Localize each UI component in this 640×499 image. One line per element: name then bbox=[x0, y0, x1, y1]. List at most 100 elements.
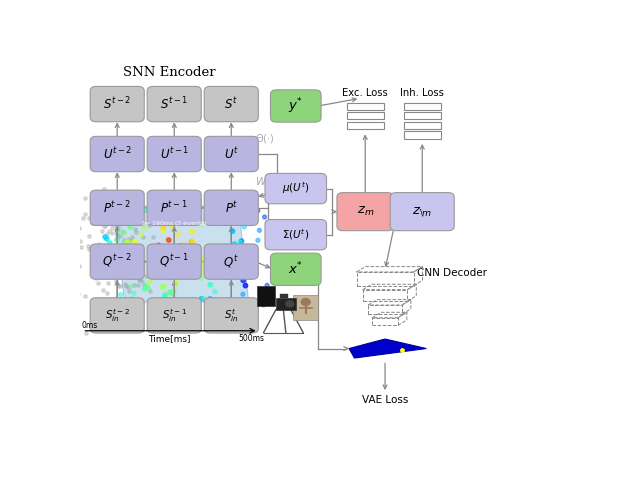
Point bbox=[83, 242, 93, 250]
Point bbox=[119, 229, 129, 237]
Point bbox=[110, 264, 120, 272]
Text: $P^{t}$: $P^{t}$ bbox=[225, 200, 238, 216]
Point bbox=[177, 257, 187, 265]
Point bbox=[102, 230, 112, 238]
Point bbox=[122, 248, 132, 256]
Point bbox=[98, 259, 108, 267]
Point bbox=[139, 281, 149, 289]
Bar bbox=[404, 131, 441, 139]
Point bbox=[262, 281, 272, 289]
Point bbox=[136, 231, 146, 239]
Circle shape bbox=[286, 301, 294, 307]
Point bbox=[186, 203, 196, 211]
Point bbox=[171, 264, 181, 272]
Point bbox=[108, 267, 118, 275]
Point bbox=[125, 250, 136, 258]
Point bbox=[107, 270, 117, 278]
Point bbox=[193, 252, 203, 260]
Point bbox=[137, 276, 147, 284]
FancyBboxPatch shape bbox=[271, 90, 321, 122]
Point bbox=[116, 295, 126, 303]
Point bbox=[238, 290, 248, 298]
Point bbox=[106, 225, 116, 233]
Point bbox=[79, 194, 90, 202]
Point bbox=[234, 191, 244, 199]
Point bbox=[98, 250, 108, 258]
Point bbox=[92, 262, 102, 270]
Point bbox=[123, 283, 133, 291]
Point bbox=[113, 249, 124, 257]
Point bbox=[126, 282, 136, 290]
Point bbox=[76, 243, 86, 251]
Point bbox=[141, 282, 152, 290]
Point bbox=[107, 268, 117, 276]
Point bbox=[168, 222, 178, 230]
Point bbox=[253, 207, 263, 215]
Point bbox=[164, 236, 174, 244]
Point bbox=[104, 267, 115, 275]
Point bbox=[124, 235, 134, 243]
Point bbox=[235, 238, 245, 246]
Point bbox=[127, 318, 137, 326]
Point bbox=[173, 231, 184, 239]
Point bbox=[152, 267, 163, 275]
Point bbox=[116, 290, 126, 298]
Bar bbox=[404, 102, 441, 110]
FancyBboxPatch shape bbox=[147, 86, 201, 122]
Point bbox=[259, 213, 269, 221]
Point bbox=[104, 269, 115, 277]
Point bbox=[144, 270, 154, 278]
Point bbox=[101, 246, 111, 253]
Point bbox=[109, 254, 120, 262]
Circle shape bbox=[301, 298, 310, 305]
Point bbox=[154, 216, 164, 224]
Point bbox=[101, 255, 111, 263]
Point bbox=[111, 294, 121, 302]
Point bbox=[104, 248, 115, 255]
Point bbox=[101, 273, 111, 281]
Point bbox=[164, 288, 175, 296]
Point bbox=[154, 242, 164, 250]
FancyBboxPatch shape bbox=[90, 190, 144, 226]
Text: $S^{t-2}$: $S^{t-2}$ bbox=[103, 96, 131, 112]
Point bbox=[196, 295, 207, 303]
Point bbox=[148, 307, 158, 315]
Point bbox=[146, 274, 156, 282]
Point bbox=[119, 241, 129, 249]
Point bbox=[243, 261, 253, 269]
Point bbox=[104, 268, 114, 276]
Point bbox=[74, 290, 84, 298]
Point bbox=[238, 276, 248, 284]
Point bbox=[100, 211, 111, 219]
Point bbox=[109, 260, 119, 268]
Point bbox=[159, 283, 169, 291]
Point bbox=[129, 301, 139, 309]
Point bbox=[115, 282, 125, 290]
Point bbox=[104, 228, 114, 236]
Point bbox=[166, 248, 176, 255]
Point bbox=[131, 228, 141, 236]
Point bbox=[98, 190, 108, 198]
Point bbox=[119, 253, 129, 261]
Point bbox=[134, 259, 144, 267]
Point bbox=[95, 265, 106, 273]
Point bbox=[84, 245, 94, 253]
Point bbox=[130, 249, 140, 256]
Text: $S_{in}^{t-2}$: $S_{in}^{t-2}$ bbox=[105, 307, 130, 324]
Point bbox=[97, 227, 107, 235]
Point bbox=[236, 272, 246, 280]
Point bbox=[113, 223, 124, 231]
Point bbox=[78, 214, 88, 222]
Point bbox=[133, 265, 143, 273]
Point bbox=[158, 224, 168, 232]
Point bbox=[110, 259, 120, 267]
Point bbox=[218, 268, 228, 276]
Point bbox=[193, 201, 203, 209]
Point bbox=[239, 307, 249, 315]
Point bbox=[170, 277, 180, 285]
Point bbox=[175, 242, 185, 250]
Text: SNN Encoder: SNN Encoder bbox=[123, 66, 216, 79]
FancyBboxPatch shape bbox=[265, 220, 326, 250]
Point bbox=[116, 211, 126, 219]
Point bbox=[211, 241, 221, 249]
